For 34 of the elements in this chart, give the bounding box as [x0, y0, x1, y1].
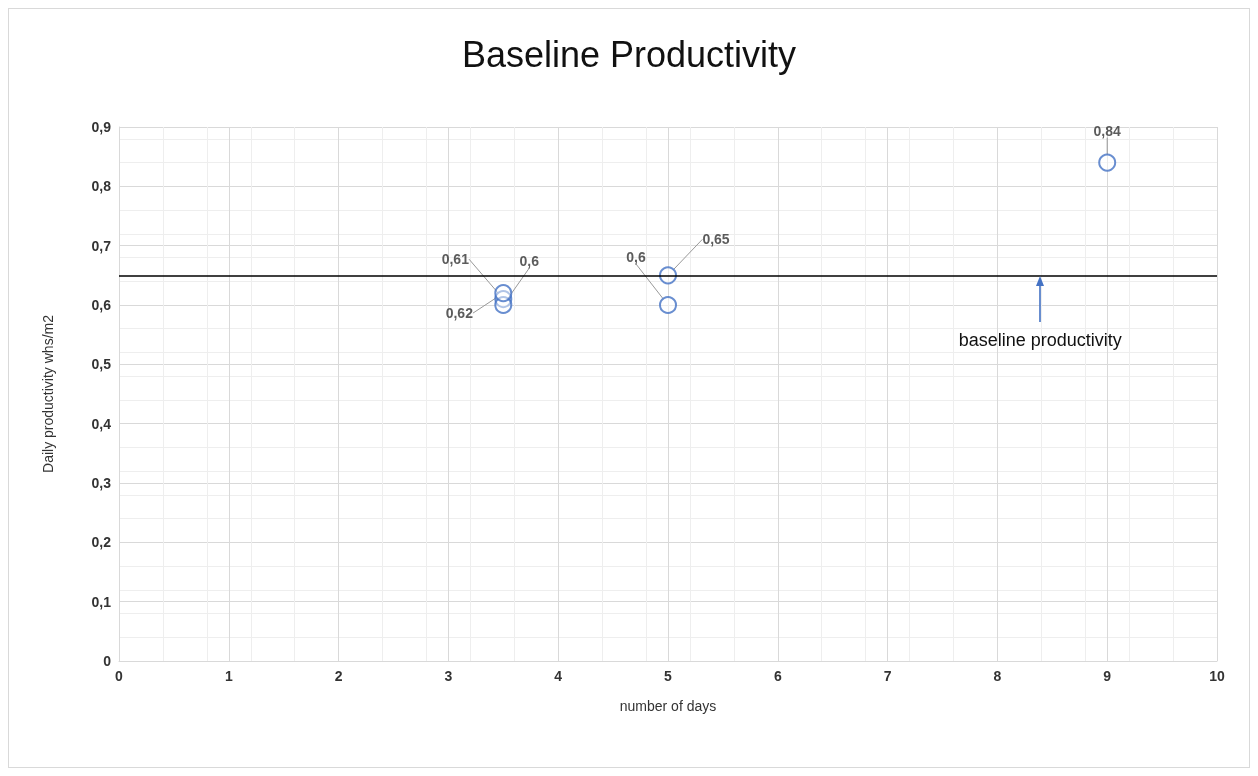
y-tick-label: 0: [103, 653, 112, 669]
data-label: 0,65: [702, 231, 730, 248]
x-axis-title: number of days: [619, 698, 717, 714]
data-label: 0,61: [441, 251, 470, 268]
x-tick-label: 2: [334, 668, 343, 684]
x-tick-label: 10: [1209, 668, 1225, 684]
x-tick-label: 0: [115, 668, 124, 684]
x-tick-label: 4: [554, 668, 563, 684]
y-tick-label: 0,8: [91, 178, 112, 195]
x-tick-label: 3: [444, 668, 453, 684]
x-tick-label: 6: [773, 668, 782, 684]
data-label: 0,6: [626, 249, 646, 265]
y-tick-label: 0,4: [91, 415, 112, 432]
point: [1098, 153, 1117, 172]
y-tick-label: 0,3: [91, 475, 112, 491]
y-tick-label: 0,2: [91, 534, 112, 551]
x-tick-label: 9: [1103, 668, 1112, 684]
data-label: 0,84: [1093, 122, 1122, 139]
y-tick-label: 0,6: [91, 297, 112, 313]
y-tick-label: 0,7: [91, 237, 112, 254]
x-tick-label: 1: [224, 668, 233, 684]
data-label: 0,62: [445, 305, 474, 322]
y-tick-label: 0,1: [91, 593, 112, 610]
x-tick-label: 7: [883, 668, 892, 684]
point: [659, 296, 677, 314]
point: [494, 284, 513, 303]
x-tick-label: 8: [993, 668, 1002, 684]
chart-title: Baseline Productivity: [461, 33, 797, 75]
ref-line-label: baseline productivity: [958, 330, 1122, 352]
x-tick-label: 5: [664, 668, 673, 684]
data-label: 0,6: [519, 253, 540, 269]
y-axis-title: Daily productivity whs/m2: [40, 314, 56, 473]
y-tick-label: 0,5: [91, 356, 112, 373]
y-tick-label: 0,9: [91, 119, 112, 135]
